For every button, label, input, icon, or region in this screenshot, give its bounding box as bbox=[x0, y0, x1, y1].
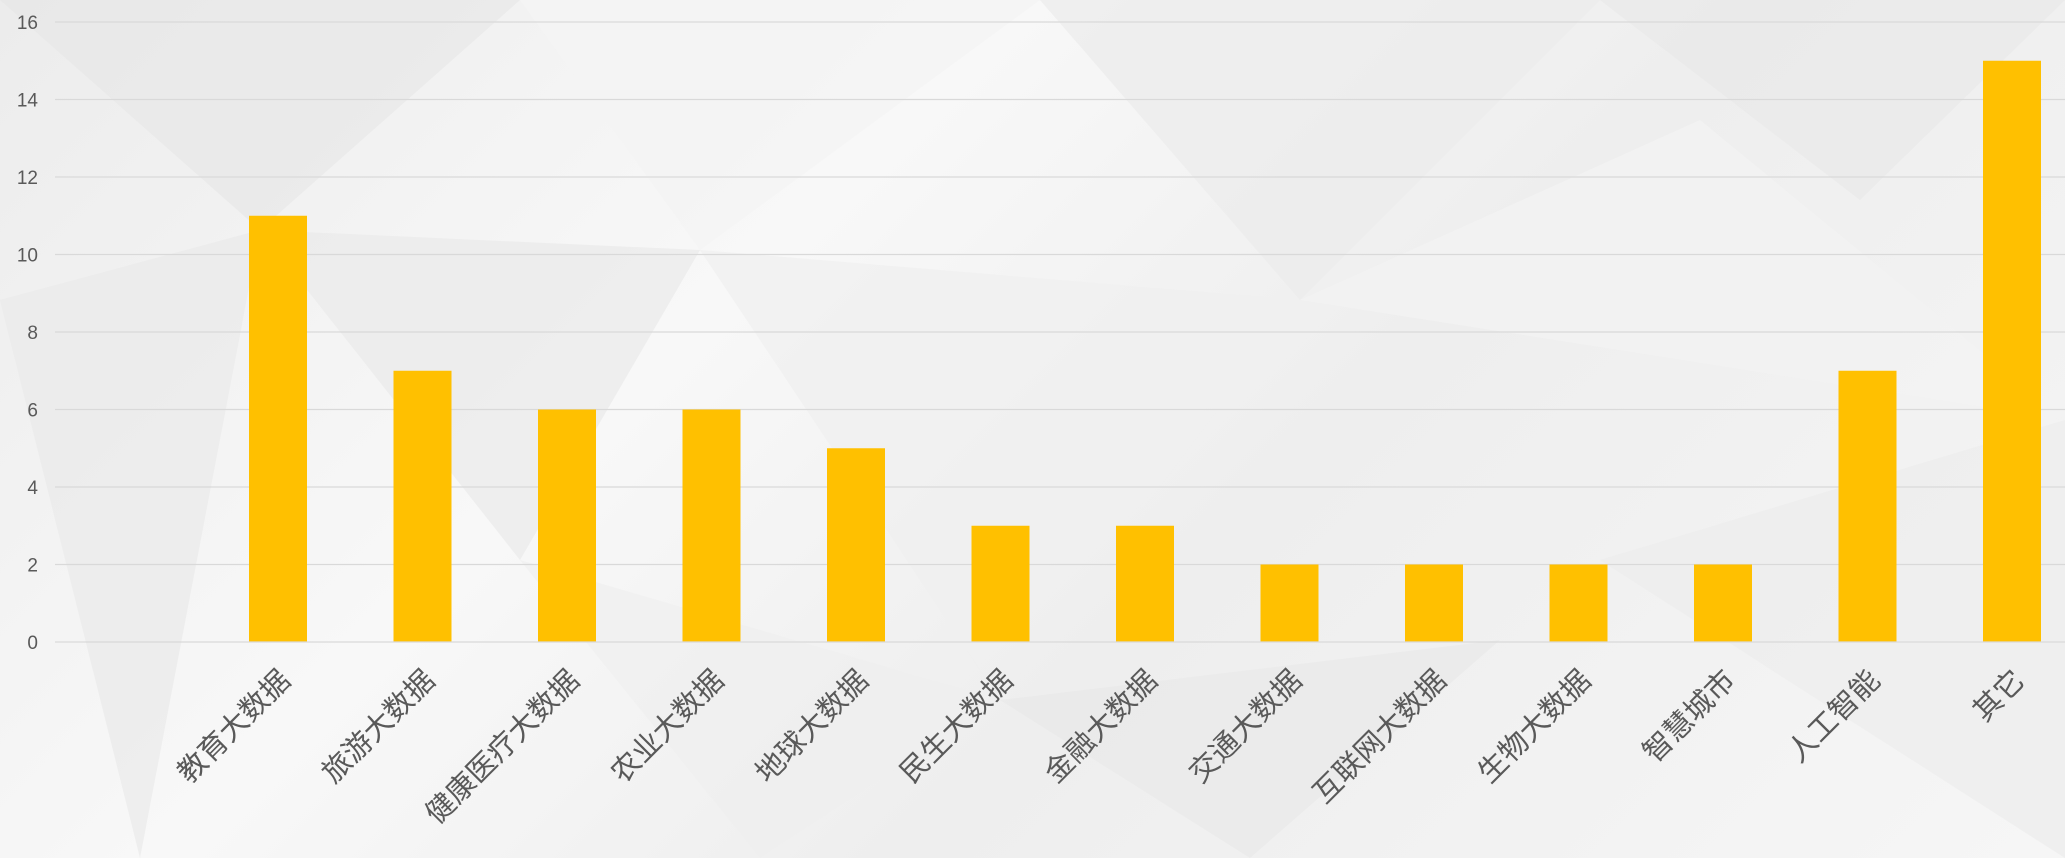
x-tick-label: 健康医疗大数据 bbox=[418, 663, 586, 831]
y-tick-label: 14 bbox=[17, 91, 39, 112]
bar bbox=[1260, 564, 1319, 642]
bar bbox=[1549, 564, 1608, 642]
bar bbox=[1694, 564, 1752, 642]
x-tick-label: 智慧城市 bbox=[1636, 663, 1742, 769]
y-tick-label: 6 bbox=[27, 401, 38, 422]
bar bbox=[538, 409, 596, 642]
y-tick-label: 4 bbox=[27, 478, 38, 499]
bar bbox=[827, 448, 885, 642]
y-tick-label: 16 bbox=[17, 13, 38, 34]
bar bbox=[1405, 564, 1463, 642]
y-tick-label: 8 bbox=[27, 323, 38, 344]
bar bbox=[249, 215, 307, 642]
bar bbox=[393, 370, 452, 642]
bar bbox=[1116, 525, 1174, 642]
bar bbox=[971, 525, 1030, 642]
y-axis: 0 2 4 6 8 10 12 14 16 bbox=[17, 13, 39, 654]
x-tick-label: 教育大数据 bbox=[170, 663, 297, 790]
x-tick-label: 生物大数据 bbox=[1471, 663, 1598, 790]
gridlines bbox=[55, 21, 2065, 566]
y-tick-label: 12 bbox=[17, 168, 38, 189]
y-tick-label: 10 bbox=[17, 246, 38, 267]
bars bbox=[249, 60, 2041, 642]
bar bbox=[1983, 60, 2041, 642]
x-tick-label: 旅游大数据 bbox=[315, 663, 442, 790]
y-tick-label: 0 bbox=[27, 633, 38, 654]
bar bbox=[1838, 370, 1897, 642]
bar bbox=[682, 409, 741, 642]
y-tick-label: 2 bbox=[27, 556, 38, 577]
